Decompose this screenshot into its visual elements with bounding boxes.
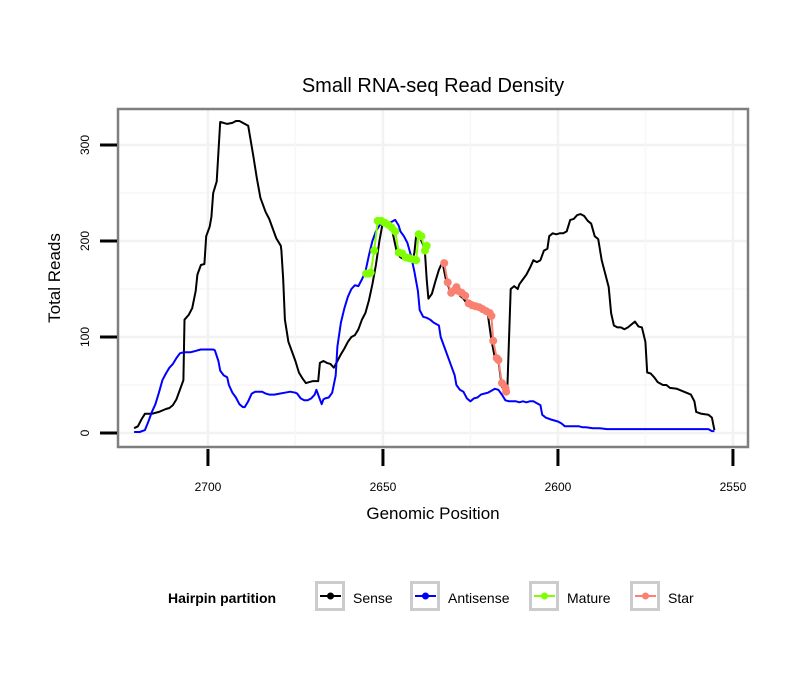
legend-item-antisense: Antisense xyxy=(410,581,510,611)
legend-item-star: Star xyxy=(630,581,694,611)
series-layer xyxy=(133,120,716,433)
y-axis-title: Total Reads xyxy=(45,233,64,323)
x-tick-label: 2650 xyxy=(370,480,397,494)
x-axis-title: Genomic Position xyxy=(366,504,499,523)
series-line-sense xyxy=(133,120,716,431)
legend-label: Sense xyxy=(353,590,393,606)
y-tick-label: 100 xyxy=(78,327,92,347)
legend-key-point xyxy=(327,592,334,600)
plot-background xyxy=(118,109,748,447)
legend-key-point xyxy=(422,592,429,600)
data-point-mature xyxy=(422,241,431,250)
x-tick-label: 2600 xyxy=(545,480,572,494)
plot-panel xyxy=(116,107,750,449)
legend-item-sense: Sense xyxy=(315,581,393,611)
legend-key-point xyxy=(642,592,649,600)
y-axis: 0 100 200 300 xyxy=(78,135,117,436)
series-line-mature xyxy=(366,219,428,275)
gridlines xyxy=(118,109,748,447)
data-point-mature xyxy=(366,268,375,277)
data-point-mature xyxy=(370,246,379,255)
x-axis: 2700 2650 2600 2550 xyxy=(195,449,747,494)
data-point-star xyxy=(443,278,452,287)
y-tick-label: 0 xyxy=(78,429,92,436)
x-tick-label: 2550 xyxy=(720,480,747,494)
y-tick-label: 300 xyxy=(78,135,92,155)
x-tick-label: 2700 xyxy=(195,480,222,494)
legend-label: Star xyxy=(668,590,694,606)
data-point-star xyxy=(494,356,503,365)
plot-border xyxy=(116,107,750,449)
legend: Hairpin partition Sense Antisense Mature St… xyxy=(168,581,694,611)
legend-key-point xyxy=(541,592,548,600)
chart-title: Small RNA-seq Read Density xyxy=(302,75,564,97)
legend-label: Mature xyxy=(567,590,611,606)
data-point-mature xyxy=(391,227,400,236)
legend-label: Antisense xyxy=(448,590,510,606)
legend-title: Hairpin partition xyxy=(168,590,276,606)
data-point-star xyxy=(440,259,449,268)
data-point-mature xyxy=(412,256,421,265)
data-point-mature xyxy=(417,232,426,241)
data-point-star xyxy=(489,336,498,345)
data-point-star xyxy=(461,291,470,300)
data-point-star xyxy=(487,311,496,320)
legend-item-mature: Mature xyxy=(529,581,611,611)
data-point-star xyxy=(502,387,511,396)
y-tick-label: 200 xyxy=(78,231,92,251)
